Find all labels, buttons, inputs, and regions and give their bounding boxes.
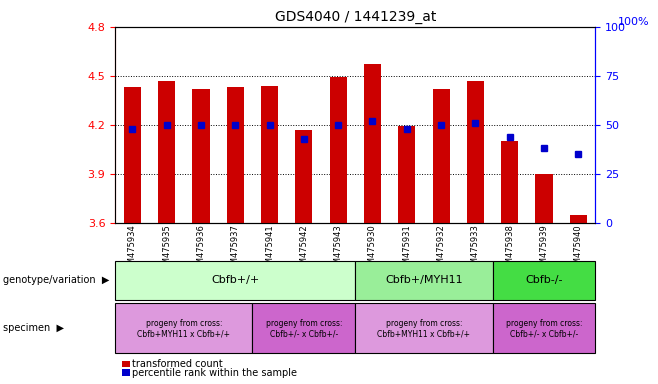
Bar [432, 89, 449, 223]
Bar [115, 261, 355, 300]
Text: progeny from cross:
Cbfb+MYH11 x Cbfb+/+: progeny from cross: Cbfb+MYH11 x Cbfb+/+ [378, 319, 470, 338]
Bar [355, 261, 493, 300]
Bar [124, 87, 141, 223]
Text: genotype/variation  ▶: genotype/variation ▶ [3, 275, 110, 285]
Text: progeny from cross:
Cbfb+/- x Cbfb+/-: progeny from cross: Cbfb+/- x Cbfb+/- [506, 319, 582, 338]
Bar [364, 65, 381, 223]
Text: transformed count: transformed count [132, 359, 222, 369]
Bar [493, 261, 595, 300]
Bar [570, 215, 587, 223]
Bar [467, 81, 484, 223]
Y-axis label: 100%: 100% [618, 17, 649, 27]
Title: GDS4040 / 1441239_at: GDS4040 / 1441239_at [274, 10, 436, 25]
Bar [536, 174, 553, 223]
Bar [115, 303, 253, 353]
Text: progeny from cross:
Cbfb+/- x Cbfb+/-: progeny from cross: Cbfb+/- x Cbfb+/- [266, 319, 342, 338]
Bar [261, 86, 278, 223]
Bar [226, 87, 244, 223]
Text: progeny from cross:
Cbfb+MYH11 x Cbfb+/+: progeny from cross: Cbfb+MYH11 x Cbfb+/+ [138, 319, 230, 338]
Bar [493, 303, 595, 353]
Bar [355, 303, 493, 353]
Bar [192, 89, 209, 223]
Bar [501, 141, 519, 223]
Bar [295, 130, 313, 223]
Bar [253, 303, 355, 353]
Text: Cbfb-/-: Cbfb-/- [525, 275, 563, 285]
Text: Cbfb+/+: Cbfb+/+ [211, 275, 259, 285]
Text: specimen  ▶: specimen ▶ [3, 323, 64, 333]
Text: percentile rank within the sample: percentile rank within the sample [132, 368, 297, 378]
Bar [398, 126, 415, 223]
Bar [158, 81, 175, 223]
Bar [330, 78, 347, 223]
Text: Cbfb+/MYH11: Cbfb+/MYH11 [385, 275, 463, 285]
